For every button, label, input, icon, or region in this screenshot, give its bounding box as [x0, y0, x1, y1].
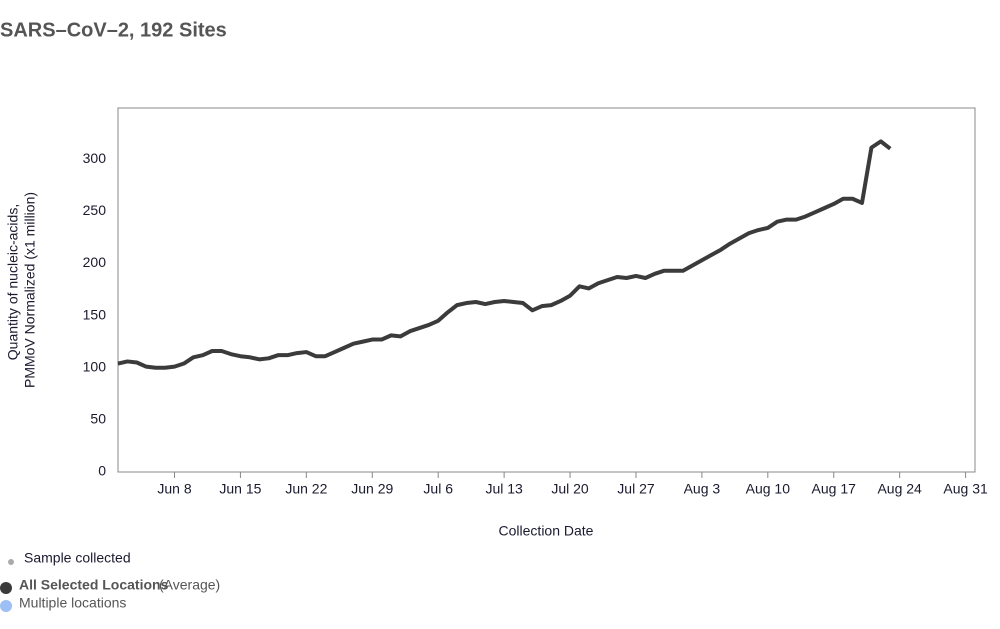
x-tick-label: Aug 10	[746, 481, 791, 497]
legend-label: Sample collected	[24, 550, 131, 566]
y-axis-label: PMMoV Normalized (x1 million)	[22, 192, 38, 388]
y-tick-label: 300	[83, 150, 107, 166]
x-tick-label: Jun 8	[157, 481, 191, 497]
x-tick-label: Jun 29	[351, 481, 393, 497]
y-axis-label: Quantity of nucleic-acids,	[5, 204, 21, 360]
line-series	[117, 139, 892, 370]
y-tick-label: 50	[90, 411, 106, 427]
legend-marker	[0, 600, 12, 612]
x-tick-label: Jul 6	[423, 481, 453, 497]
x-tick-label: Aug 31	[943, 481, 988, 497]
plot-frame	[117, 107, 976, 473]
x-tick-label: Jun 15	[219, 481, 261, 497]
y-tick-label: 0	[98, 463, 106, 479]
legend-marker	[0, 582, 12, 594]
x-tick-label: Jul 20	[551, 481, 589, 497]
y-tick-label: 200	[83, 254, 107, 270]
y-tick-label: 250	[83, 202, 107, 218]
legend-marker	[8, 559, 14, 565]
x-tick-label: Aug 3	[684, 481, 721, 497]
x-tick-label: Aug 17	[812, 481, 857, 497]
x-axis-label: Collection Date	[499, 523, 594, 539]
chart-title: SARS–CoV–2, 192 Sites	[0, 19, 227, 41]
legend-note: (Average)	[159, 577, 220, 593]
x-tick-label: Aug 24	[877, 481, 922, 497]
x-tick-label: Jun 22	[285, 481, 327, 497]
legend-label: All Selected Locations	[19, 577, 169, 593]
x-tick-label: Jul 27	[617, 481, 655, 497]
y-tick-label: 150	[83, 306, 107, 322]
legend-label: Multiple locations	[19, 595, 126, 611]
y-tick-label: 100	[83, 358, 107, 374]
x-tick-label: Jul 13	[485, 481, 523, 497]
